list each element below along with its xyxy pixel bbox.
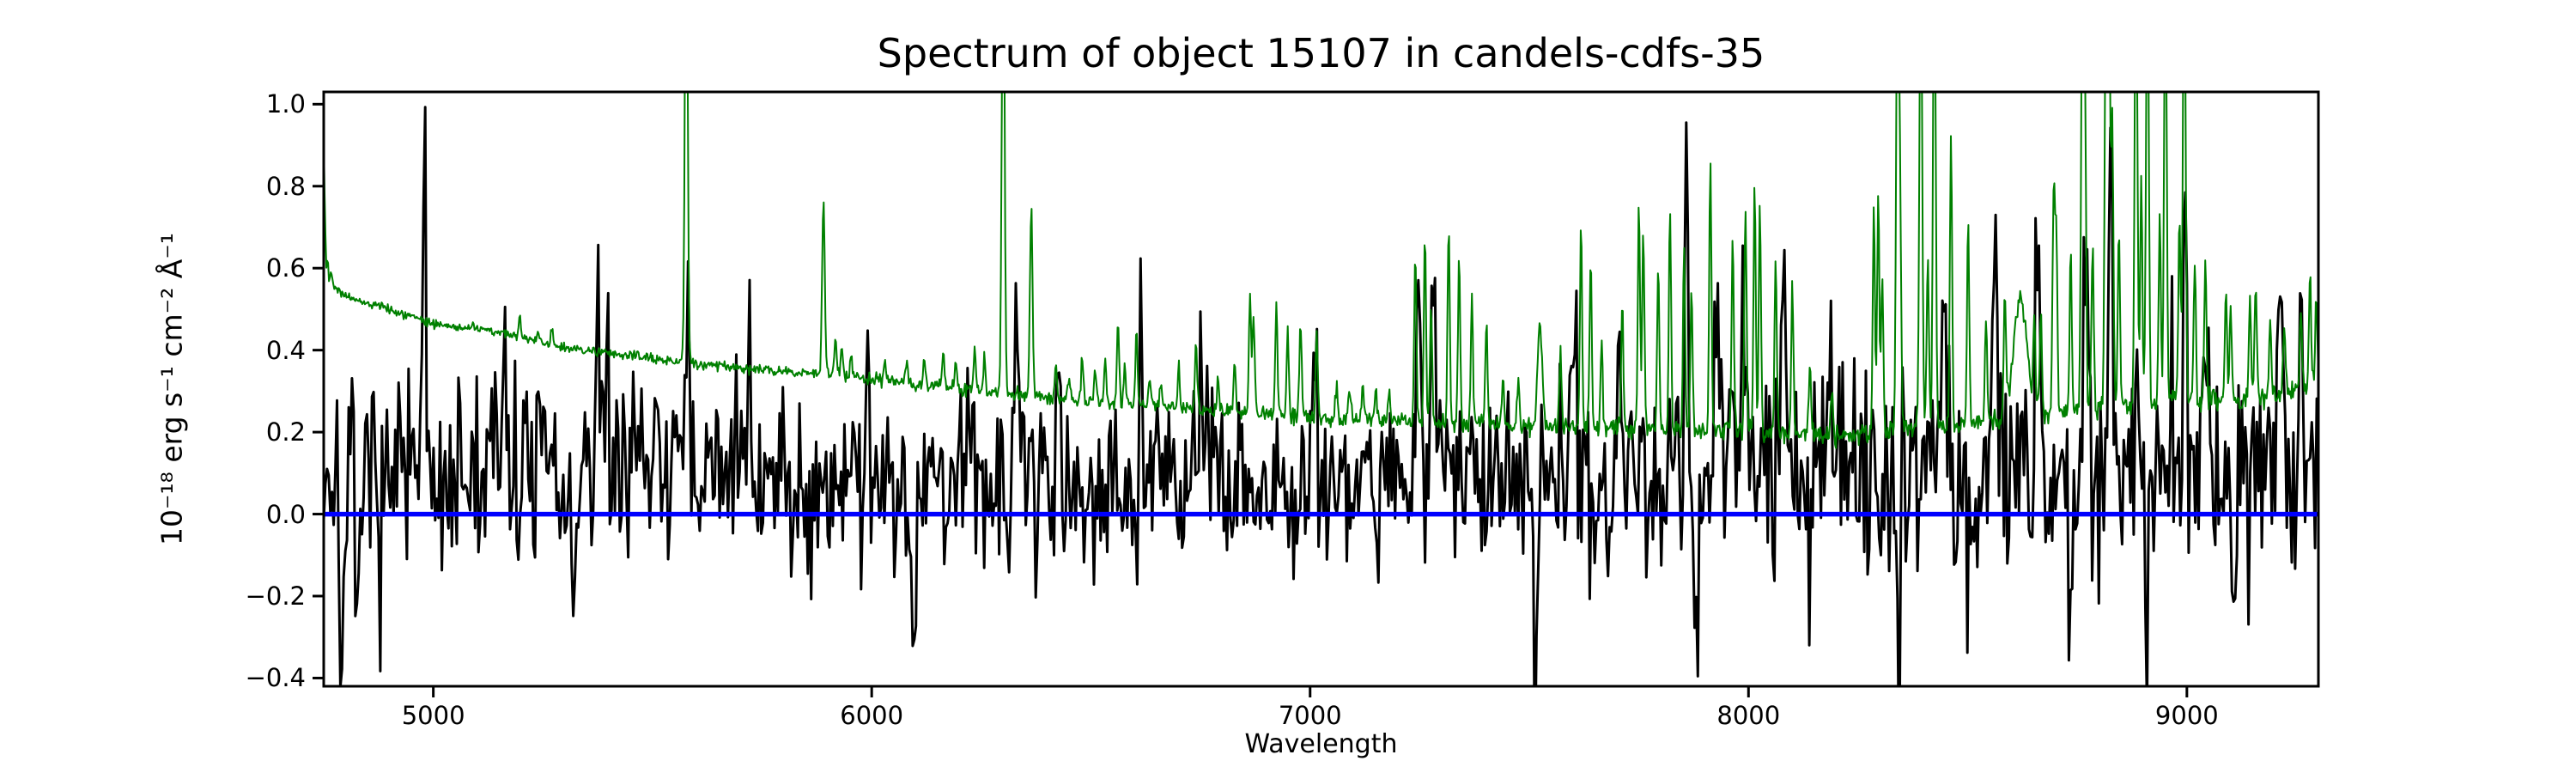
y-tick-label: 0.2 [265,417,306,447]
y-tick-label: 1.0 [265,89,306,119]
x-tick-label: 7000 [1278,701,1342,730]
y-tick-label: 0.4 [265,335,306,365]
plot-border [322,90,2320,688]
x-tick-label: 8000 [1716,701,1781,730]
y-tick-label: 0.0 [265,499,306,529]
x-tick-label: 5000 [401,701,465,730]
y-tick-label: −0.2 [245,581,306,611]
x-tick-label: 9000 [2154,701,2219,730]
noise-line [324,92,2318,449]
plot-data-region [324,92,2318,686]
chart-title: Spectrum of object 15107 in candels-cdfs… [877,30,1765,76]
y-tick-label: −0.4 [245,663,306,693]
x-axis-label: Wavelength [1244,729,1398,759]
y-tick-marks [313,102,324,679]
flux-line [324,106,2318,686]
y-tick-label: 0.6 [265,253,306,283]
x-tick-label: 6000 [840,701,904,730]
y-tick-label: 0.8 [265,171,306,201]
x-tick-marks [432,686,2189,697]
